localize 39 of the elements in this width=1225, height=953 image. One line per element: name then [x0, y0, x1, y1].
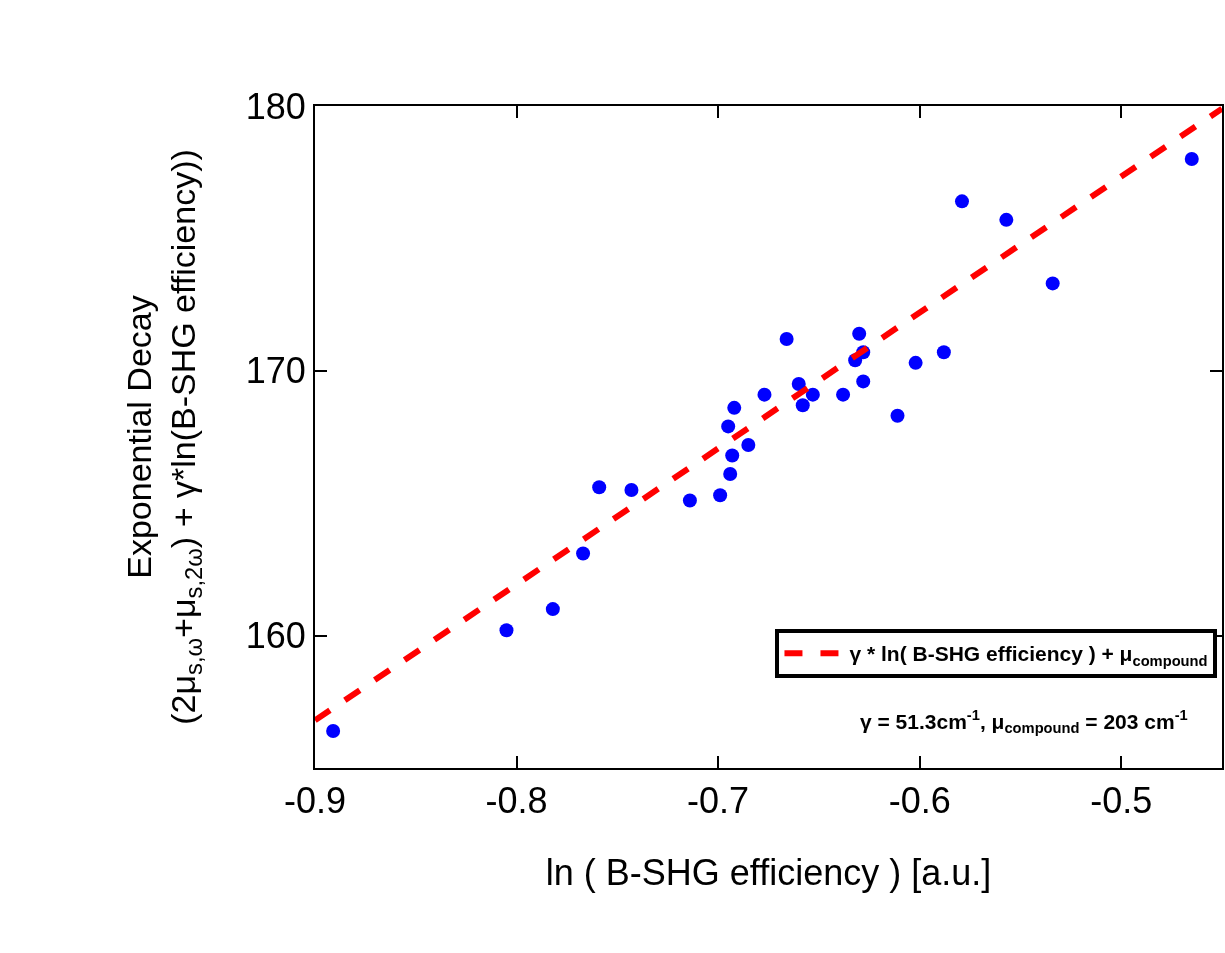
point	[727, 400, 742, 415]
x-tick-label: -0.7	[687, 780, 750, 822]
point	[499, 623, 514, 638]
point	[721, 419, 736, 434]
point	[725, 448, 740, 463]
x-axis-title: ln ( B-SHG efficiency ) [a.u.]	[545, 852, 992, 894]
y-tick-label: 180	[245, 85, 306, 127]
point	[741, 437, 756, 452]
annotation: γ = 51.3cm$^{-1}$, μ$_{compound}$ = 203 cm$^{-1}$	[860, 707, 1188, 737]
point	[545, 602, 560, 617]
point	[592, 480, 607, 495]
point	[326, 723, 341, 738]
point	[779, 332, 794, 347]
y-tick-label: 170	[245, 350, 306, 392]
y-tick-label: 160	[245, 615, 306, 657]
point	[999, 212, 1014, 227]
point	[908, 355, 923, 370]
point	[576, 546, 591, 561]
x-tick-label: -0.5	[1090, 780, 1153, 822]
point	[805, 387, 820, 402]
point	[791, 377, 806, 392]
point	[955, 194, 969, 209]
x-tick-label: -0.9	[283, 780, 347, 822]
point	[795, 398, 810, 413]
point	[836, 387, 851, 402]
point	[723, 467, 738, 482]
point	[890, 408, 905, 423]
x-tick-label: -0.8	[485, 780, 548, 822]
legend-label: γ * ln( B-SHG efficiency ) + μ$_{compound}$	[849, 642, 1208, 669]
point	[757, 387, 772, 402]
point	[624, 482, 639, 497]
x-tick-label: -0.6	[888, 780, 951, 822]
point	[1184, 151, 1199, 166]
point	[936, 345, 951, 360]
point	[682, 493, 697, 508]
point	[852, 326, 867, 341]
point	[856, 374, 871, 389]
point	[713, 488, 728, 503]
point	[1045, 276, 1060, 291]
